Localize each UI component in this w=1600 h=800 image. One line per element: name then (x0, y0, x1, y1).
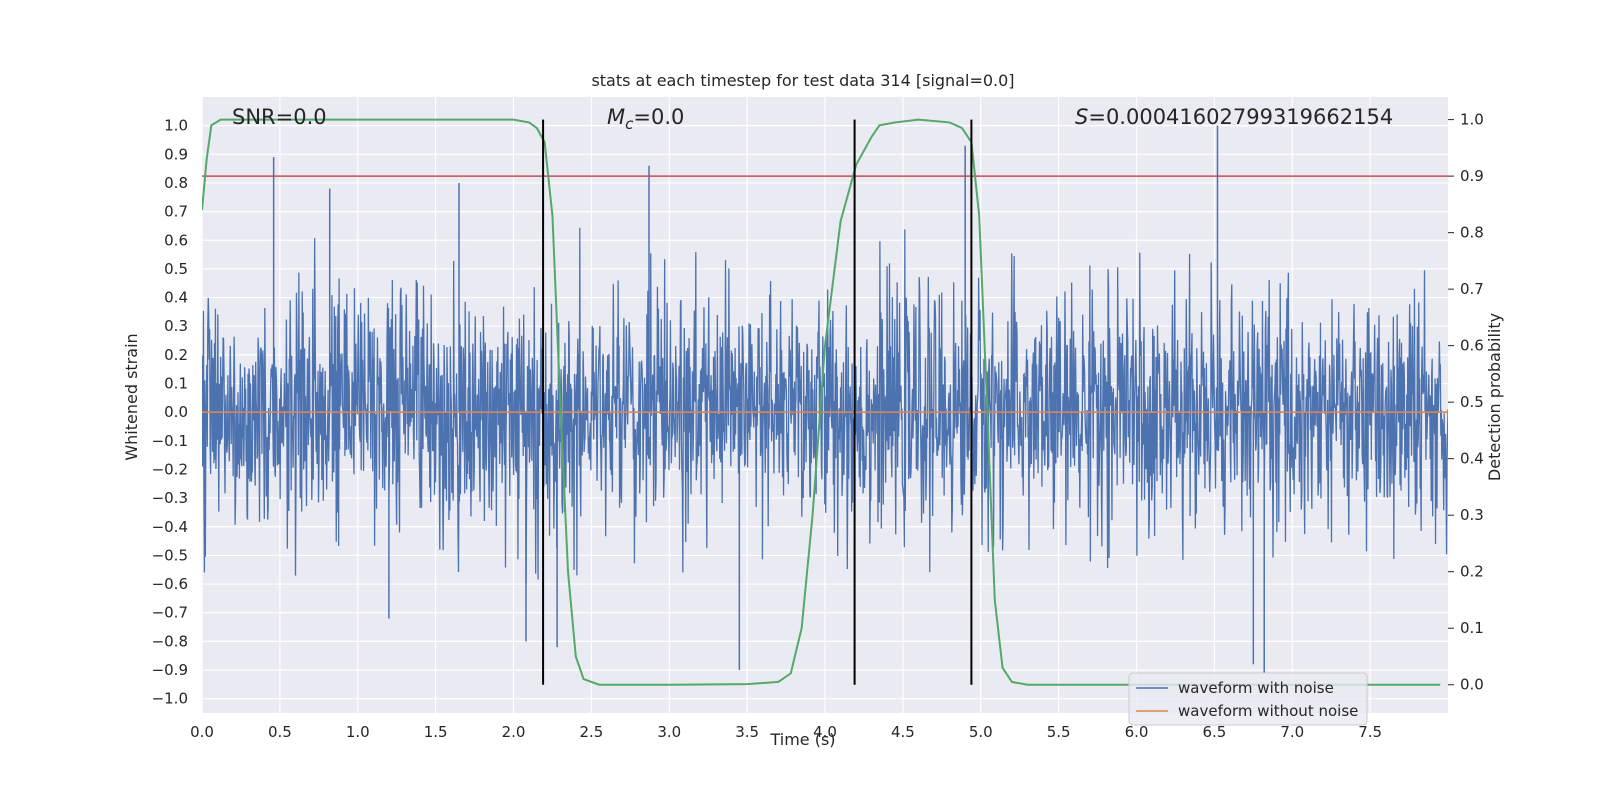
y-axis-ticks: 1.0 0.9 0.8 0.7 0.6 0.5 0.4 0.3 0.2 0.1 0.0 −0.1 −0.… (152, 117, 188, 708)
y-tick-label: −0.9 (152, 661, 188, 679)
x-tick-label: 3.0 (657, 723, 681, 741)
y-tick-label: 0.7 (164, 203, 188, 221)
y-tick-label: −0.2 (152, 460, 188, 478)
y-tick-label: 0.8 (164, 174, 188, 192)
legend-label-waveform-with-noise: waveform with noise (1178, 679, 1334, 697)
y-tick-label: −0.8 (152, 632, 188, 650)
series-overlay (202, 118, 1448, 686)
x-tick-label: 1.0 (346, 723, 370, 741)
y-tick-label: −0.3 (152, 489, 188, 507)
x-tick-label: 4.5 (891, 723, 915, 741)
y-tick-label: 0.1 (164, 375, 188, 393)
x-tick-label: 6.5 (1202, 723, 1226, 741)
y-tick-label: 0.4 (164, 289, 188, 307)
x-tick-label: 6.0 (1125, 723, 1149, 741)
y-tick-label: −1.0 (152, 690, 188, 708)
annotation-chirp-mass-subscript: c (625, 115, 634, 133)
y-tick-label: −0.4 (152, 518, 188, 536)
y2-tick-label: 0.1 (1460, 619, 1484, 637)
x-tick-label: 0.5 (268, 723, 292, 741)
y2-tick-label: 0.4 (1460, 450, 1484, 468)
y-tick-label: 0.5 (164, 260, 188, 278)
y-tick-label: −0.1 (152, 432, 188, 450)
x-tick-label: 2.5 (579, 723, 603, 741)
x-axis-ticks: 0.0 0.5 1.0 1.5 2.0 2.5 3.0 3.5 4.0 4.5 5.0 5.5 6.0 6… (190, 723, 1382, 741)
legend-label-waveform-without-noise: waveform without noise (1178, 702, 1358, 720)
chart-title: stats at each timestep for test data 314… (591, 71, 1014, 90)
y2-tick-label: 0.6 (1460, 337, 1484, 355)
y-tick-label: 0.6 (164, 231, 188, 249)
annotation-score: S=0.00041602799319662154 (1075, 105, 1393, 129)
annotation-snr: SNR=0.0 (232, 105, 327, 129)
y-tick-label: 0.9 (164, 145, 188, 163)
y2-axis-ticks: 1.0 0.9 0.8 0.7 0.6 0.5 0.4 0.3 0.2 0.1 0.0 (1448, 111, 1484, 694)
y2-tick-label: 0.2 (1460, 563, 1484, 581)
y2-tick-label: 0.3 (1460, 506, 1484, 524)
y2-tick-label: 0.0 (1460, 676, 1484, 694)
y2-axis-label: Detection probability (1485, 313, 1504, 481)
x-tick-label: 2.0 (502, 723, 526, 741)
x-tick-label: 7.5 (1358, 723, 1382, 741)
y-axis-label: Whitened strain (122, 333, 141, 460)
x-tick-label: 7.0 (1280, 723, 1304, 741)
y-tick-label: −0.5 (152, 546, 188, 564)
x-tick-label: 1.5 (424, 723, 448, 741)
annotation-chirp-mass-symbol: M (607, 105, 625, 129)
x-tick-label: 3.5 (735, 723, 759, 741)
noise-waveform-line (202, 227, 1448, 584)
y2-tick-label: 0.9 (1460, 167, 1484, 185)
x-tick-label: 5.0 (969, 723, 993, 741)
annotation-chirp-mass: Mc=0.0 (607, 105, 684, 133)
y2-tick-label: 0.7 (1460, 280, 1484, 298)
x-tick-label: 5.5 (1047, 723, 1071, 741)
y2-tick-label: 0.5 (1460, 393, 1484, 411)
y2-tick-label: 1.0 (1460, 111, 1484, 129)
annotation-score-symbol: S (1075, 105, 1088, 129)
x-axis-label: Time (s) (769, 730, 835, 749)
annotation-score-value: =0.00041602799319662154 (1088, 105, 1393, 129)
legend: waveform with noise waveform without noi… (1128, 672, 1368, 726)
annotation-chirp-mass-value: =0.0 (633, 105, 684, 129)
y2-tick-label: 0.8 (1460, 224, 1484, 242)
series-waveform-with-noise (202, 125, 1448, 673)
x-tick-label: 4.0 (813, 723, 837, 741)
series-detection-probability (202, 118, 1441, 686)
y-tick-label: 0.3 (164, 317, 188, 335)
y-tick-label: 0.2 (164, 346, 188, 364)
y-tick-label: −0.7 (152, 604, 188, 622)
legend-box (1128, 672, 1368, 726)
y-tick-label: 1.0 (164, 117, 188, 135)
y-tick-label: −0.6 (152, 575, 188, 593)
x-tick-label: 0.0 (190, 723, 214, 741)
y-tick-label: 0.0 (164, 403, 188, 421)
